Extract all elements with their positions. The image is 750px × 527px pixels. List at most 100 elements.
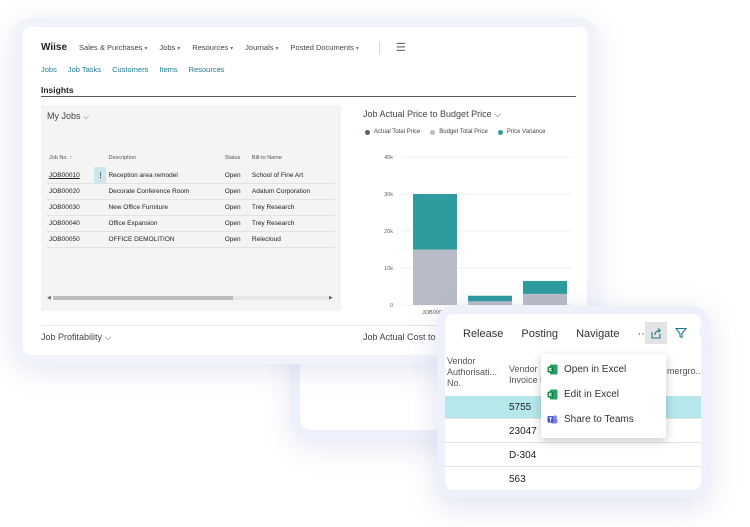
edit-in-excel-item[interactable]: Edit in Excel	[547, 389, 619, 400]
job-bill-to: Trey Research	[249, 215, 335, 232]
open-in-excel-item[interactable]: Open in Excel	[547, 364, 626, 375]
nav-jobs[interactable]: Jobs ▾	[159, 43, 181, 52]
table-row[interactable]: 23047	[445, 420, 701, 443]
scrollbar-thumb[interactable]	[53, 296, 233, 300]
table-row[interactable]: 563	[445, 468, 701, 490]
y-tick-label: 0	[390, 303, 393, 309]
row-actions-cell	[94, 215, 107, 232]
legend-swatch	[497, 129, 503, 135]
job-status: Open	[222, 231, 250, 248]
bar-segment	[523, 280, 567, 294]
job-profitability-title[interactable]: Job Profitability ⌵	[41, 332, 112, 342]
share-button[interactable]	[645, 322, 667, 344]
legend-item[interactable]: Actual Total Price	[365, 129, 420, 135]
table-row[interactable]: JOB00040 Office Expansion Open Trey Rese…	[47, 215, 335, 232]
job-no-link[interactable]: JOB00010	[47, 167, 95, 184]
excel-icon	[547, 389, 558, 400]
top-navigation: Wiise Sales & Purchases ▾ Jobs ▾ Resources…	[41, 41, 406, 54]
excel-icon	[547, 364, 558, 375]
invoice-no: 563	[509, 474, 526, 485]
col-third[interactable]: mergro...	[667, 366, 701, 376]
col-description[interactable]: Description	[108, 155, 136, 161]
hamburger-menu-icon[interactable]: ☰	[395, 42, 406, 54]
table-row[interactable]: D-304	[445, 444, 701, 467]
job-actual-cost-title[interactable]: Job Actual Cost to	[363, 332, 436, 342]
table-row[interactable]: JOB00010 ⋮ Reception area remodel Open S…	[47, 167, 335, 184]
job-status: Open	[222, 215, 250, 232]
job-status: Open	[222, 199, 250, 216]
y-tick-label: 40k	[384, 155, 393, 161]
col-job-no[interactable]: Job No. ↑	[49, 155, 73, 161]
y-tick-label: 10k	[384, 266, 393, 272]
bar-segment	[413, 249, 457, 305]
filter-icon[interactable]	[674, 326, 688, 344]
share-icon	[651, 328, 662, 339]
legend-label: Actual Total Price	[374, 129, 421, 135]
job-no-link[interactable]: JOB00040	[47, 215, 95, 232]
share-menu: Open in Excel Edit in Excel Share to Tea…	[541, 354, 666, 438]
job-description: Decorate Conference Room	[106, 183, 223, 200]
job-description: New Office Furniture	[106, 199, 223, 216]
col-vendor-authorisation[interactable]: Vendor Authorisati... No.	[447, 356, 498, 388]
table-row[interactable]: JOB00020 Decorate Conference Room Open A…	[47, 183, 335, 200]
col-bill-to[interactable]: Bill-to Name	[251, 155, 282, 161]
my-jobs-title[interactable]: My Jobs ⌵	[47, 111, 90, 121]
jobs-table: Job No. ↑ Description Status Bill-to Nam…	[47, 155, 335, 248]
col-actions	[94, 155, 106, 167]
legend-label: Budget Total Price	[439, 129, 488, 135]
chart-title[interactable]: Job Actual Price to Budget Price ⌵	[363, 109, 501, 119]
job-no-link[interactable]: JOB00020	[47, 183, 95, 200]
row-actions-icon[interactable]: ⋮	[94, 167, 107, 184]
y-tick-label: 30k	[384, 192, 393, 198]
bar-chart: 40k30k20k10k0JOB00010JOB00020JOB00030JOB…	[384, 155, 573, 316]
table-row[interactable]: JOB00050 OFFICE DEMOLITION Open Releclou…	[47, 231, 335, 248]
vendor-list-window: Release Posting Navigate ··· ⦙ Vendor Au…	[437, 306, 709, 498]
job-status: Open	[222, 167, 250, 184]
job-no-link[interactable]: JOB00050	[47, 231, 95, 248]
chevron-down-icon: ⌵	[494, 109, 501, 119]
scroll-right-icon[interactable]: ▶	[329, 295, 333, 301]
row-actions-cell	[94, 183, 107, 200]
nav-sales-purchases[interactable]: Sales & Purchases ▾	[79, 43, 148, 52]
job-description: Office Expansion	[106, 215, 223, 232]
scroll-left-icon[interactable]: ◀	[47, 295, 51, 301]
horizontal-scrollbar[interactable]: ◀ ▶	[47, 295, 335, 301]
scrollbar-track[interactable]	[53, 296, 329, 300]
job-status: Open	[222, 183, 250, 200]
job-bill-to: Adatum Corporation	[249, 183, 335, 200]
link-resources[interactable]: Resources	[188, 65, 225, 74]
bar-segment	[523, 293, 567, 305]
nav-resources[interactable]: Resources ▾	[192, 43, 234, 52]
col-status[interactable]: Status	[224, 155, 241, 161]
legend-label: Price Variance	[506, 129, 546, 135]
release-button[interactable]: Release	[463, 328, 504, 340]
chart-legend: Actual Total Price Budget Total Price Pr…	[365, 129, 555, 135]
invoice-no: 5755	[509, 402, 532, 413]
link-customers[interactable]: Customers	[112, 65, 149, 74]
col-vendor-invoice[interactable]: Vendor Invoice N	[509, 364, 547, 385]
job-no-link[interactable]: JOB00030	[47, 199, 95, 216]
invoice-no: 23047	[509, 426, 537, 437]
legend-item[interactable]: Price Variance	[497, 129, 546, 135]
section-title: Insights	[41, 85, 74, 95]
posting-button[interactable]: Posting	[521, 328, 559, 340]
table-row[interactable]: JOB00030 New Office Furniture Open Trey …	[47, 199, 335, 216]
action-bar: Release Posting Navigate ···	[463, 328, 666, 340]
column-options-icon[interactable]: ⦙	[700, 326, 701, 337]
link-jobs[interactable]: Jobs	[41, 65, 57, 74]
more-actions-button[interactable]: ···	[637, 328, 649, 340]
nav-posted-documents[interactable]: Posted Documents ▾	[290, 43, 359, 52]
nav-journals[interactable]: Journals ▾	[245, 43, 279, 52]
teams-icon	[547, 415, 558, 424]
link-items[interactable]: Items	[159, 65, 178, 74]
link-job-tasks[interactable]: Job Tasks	[67, 65, 102, 74]
legend-swatch	[430, 129, 436, 135]
chevron-down-icon: ▾	[177, 46, 181, 52]
legend-item[interactable]: Budget Total Price	[430, 129, 488, 135]
share-to-teams-item[interactable]: Share to Teams	[547, 414, 634, 425]
chevron-down-icon: ▾	[230, 46, 234, 52]
chevron-down-icon: ▾	[275, 46, 279, 52]
invoice-no: D-304	[509, 450, 537, 461]
navigate-button[interactable]: Navigate	[576, 328, 620, 340]
